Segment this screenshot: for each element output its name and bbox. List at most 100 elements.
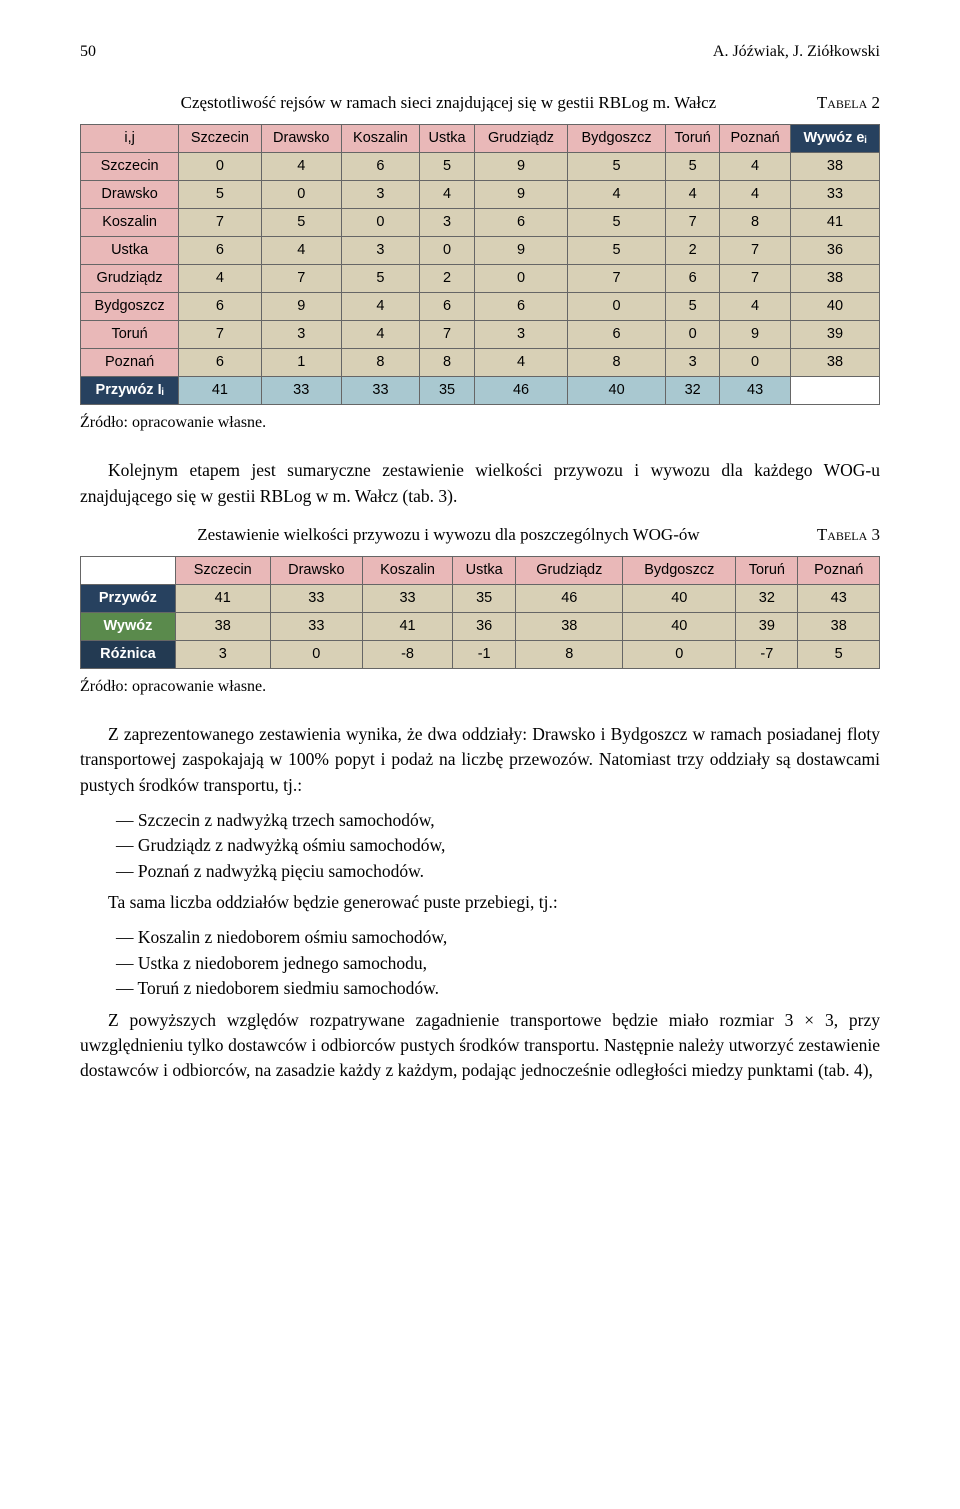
cell: 4 [261, 152, 341, 180]
cell: 38 [175, 612, 270, 640]
table1-label: Tabela 2 [817, 91, 880, 116]
cell: 2 [420, 264, 475, 292]
col-header: Toruń [736, 556, 798, 584]
cell: 4 [567, 180, 665, 208]
paragraph-3: Ta sama liczba oddziałów będzie generowa… [80, 890, 880, 915]
cell: 5 [666, 152, 720, 180]
cell: 4 [720, 292, 791, 320]
list-item: — Grudziądz z nadwyżką ośmiu samochodów, [116, 833, 880, 858]
paragraph-1: Kolejnym etapem jest sumaryczne zestawie… [80, 458, 880, 509]
cell: 43 [798, 584, 880, 612]
authors: A. Jóźwiak, J. Ziółkowski [713, 40, 880, 63]
row-header: Drawsko [81, 180, 179, 208]
cell: 5 [420, 152, 475, 180]
col-header: Ustka [453, 556, 516, 584]
cell: 3 [175, 640, 270, 668]
cell: 39 [736, 612, 798, 640]
cell: 0 [270, 640, 362, 668]
cell: -1 [453, 640, 516, 668]
cell: 40 [790, 292, 879, 320]
cell: 7 [567, 264, 665, 292]
cell: 0 [475, 264, 568, 292]
cell: 0 [666, 320, 720, 348]
cell: 0 [420, 236, 475, 264]
list-item: — Szczecin z nadwyżką trzech samochodów, [116, 808, 880, 833]
cell: 6 [179, 236, 261, 264]
cell: 41 [790, 208, 879, 236]
cell: 9 [475, 236, 568, 264]
cell: 6 [179, 292, 261, 320]
cell: 7 [420, 320, 475, 348]
cell: 33 [363, 584, 453, 612]
col-header: Koszalin [363, 556, 453, 584]
cell [790, 376, 879, 404]
table2: SzczecinDrawskoKoszalinUstkaGrudziądzByd… [80, 556, 880, 669]
list-1: — Szczecin z nadwyżką trzech samochodów,… [116, 808, 880, 884]
row-header: Grudziądz [81, 264, 179, 292]
cell: 4 [179, 264, 261, 292]
cell: 33 [790, 180, 879, 208]
cell: 9 [261, 292, 341, 320]
list-item: — Toruń z niedoborem siedmiu samochodów. [116, 976, 880, 1001]
cell: 4 [341, 320, 419, 348]
cell: 0 [261, 180, 341, 208]
cell: 46 [516, 584, 623, 612]
cell: 3 [475, 320, 568, 348]
row-header: Poznań [81, 348, 179, 376]
col-header: Drawsko [270, 556, 362, 584]
cell: 3 [666, 348, 720, 376]
cell: 40 [623, 612, 736, 640]
row-header: Przywóz [81, 584, 176, 612]
cell: 6 [666, 264, 720, 292]
table2-label: Tabela 3 [817, 523, 880, 548]
cell: 4 [475, 348, 568, 376]
cell: 39 [790, 320, 879, 348]
cell: 4 [261, 236, 341, 264]
list-2: — Koszalin z niedoborem ośmiu samochodów… [116, 925, 880, 1001]
cell: 32 [736, 584, 798, 612]
col-header: Koszalin [341, 124, 419, 152]
row-header: Przywóz Iᵢ [81, 376, 179, 404]
cell: 9 [475, 180, 568, 208]
col-header: Szczecin [175, 556, 270, 584]
table2-caption-row: Zestawienie wielkości przywozu i wywozu … [80, 523, 880, 548]
cell: 7 [720, 264, 791, 292]
cell: 38 [790, 152, 879, 180]
cell: 6 [567, 320, 665, 348]
cell: 5 [567, 152, 665, 180]
row-header: Ustka [81, 236, 179, 264]
col-header: Poznań [798, 556, 880, 584]
col-header: Toruń [666, 124, 720, 152]
cell: 8 [420, 348, 475, 376]
col-header [81, 556, 176, 584]
row-header: Koszalin [81, 208, 179, 236]
cell: 7 [666, 208, 720, 236]
cell: 38 [790, 348, 879, 376]
cell: -7 [736, 640, 798, 668]
cell: 3 [420, 208, 475, 236]
cell: 7 [261, 264, 341, 292]
cell: 33 [270, 612, 362, 640]
cell: 0 [567, 292, 665, 320]
cell: 6 [420, 292, 475, 320]
table2-caption: Zestawienie wielkości przywozu i wywozu … [80, 523, 817, 548]
list-item: — Ustka z niedoborem jednego samochodu, [116, 951, 880, 976]
col-header: Bydgoszcz [567, 124, 665, 152]
col-header: Bydgoszcz [623, 556, 736, 584]
cell: 1 [261, 348, 341, 376]
cell: 4 [720, 180, 791, 208]
cell: 7 [179, 208, 261, 236]
cell: 36 [790, 236, 879, 264]
cell: 41 [175, 584, 270, 612]
table1-caption: Częstotliwość rejsów w ramach sieci znaj… [80, 91, 817, 116]
cell: -8 [363, 640, 453, 668]
cell: 6 [179, 348, 261, 376]
col-header: Wywóz eᵢ [790, 124, 879, 152]
col-header: Ustka [420, 124, 475, 152]
col-header: Drawsko [261, 124, 341, 152]
cell: 9 [720, 320, 791, 348]
cell: 7 [179, 320, 261, 348]
cell: 8 [516, 640, 623, 668]
row-header: Toruń [81, 320, 179, 348]
row-header: Różnica [81, 640, 176, 668]
